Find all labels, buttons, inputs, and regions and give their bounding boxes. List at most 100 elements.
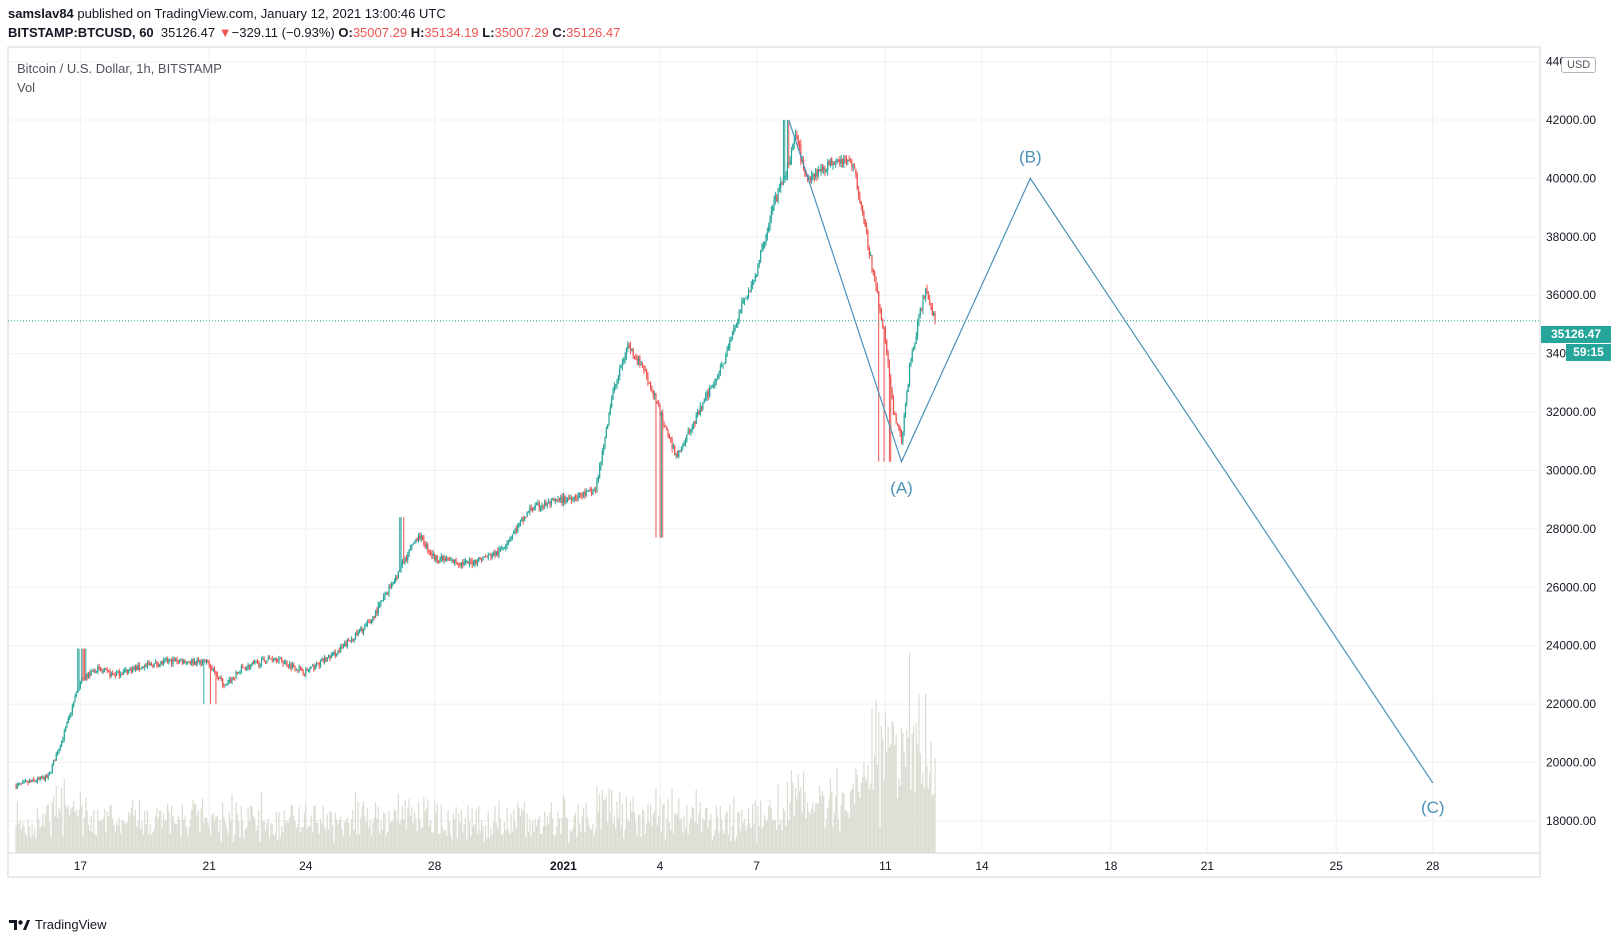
candle-body — [827, 161, 829, 171]
y-tick-label: 40000.00 — [1546, 171, 1596, 185]
volume-bar — [252, 815, 255, 853]
volume-bar — [105, 832, 107, 853]
volume-bar — [556, 826, 558, 853]
volume-bar — [883, 780, 885, 853]
candle-body — [256, 661, 259, 663]
currency-button[interactable]: USD — [1561, 57, 1597, 73]
volume-bar — [592, 823, 594, 853]
candle-body — [595, 490, 597, 492]
volume-bar — [264, 830, 267, 853]
volume-bar — [350, 819, 353, 853]
candle-body — [773, 199, 775, 208]
volume-bar — [239, 837, 241, 853]
volume-bar — [899, 785, 901, 853]
candle-body — [505, 545, 507, 548]
volume-bar — [482, 825, 484, 853]
volume-bar — [929, 772, 931, 853]
volume-bar — [747, 808, 750, 853]
candle-body — [541, 506, 543, 509]
volume-bar — [757, 806, 759, 853]
volume-bar — [345, 819, 347, 853]
volume-bar — [804, 792, 806, 853]
volume-bar — [27, 819, 29, 853]
volume-bar — [713, 835, 715, 853]
candle-body — [27, 781, 29, 783]
candle-body — [914, 343, 916, 347]
volume-bar — [364, 816, 366, 853]
volume-bar — [179, 820, 181, 853]
volume-bar — [181, 804, 183, 853]
volume-bar — [279, 836, 281, 853]
candle-body — [172, 658, 174, 665]
volume-bar — [65, 804, 67, 853]
candle-body — [756, 274, 758, 276]
volume-bar — [789, 802, 791, 853]
candle-body — [63, 731, 65, 739]
volume-bar — [341, 828, 343, 853]
x-tick-label: 4 — [657, 859, 664, 873]
volume-bar — [751, 804, 754, 853]
volume-bar — [903, 751, 905, 853]
candle-body — [329, 655, 331, 659]
volume-bar — [314, 806, 316, 853]
candle-body — [523, 516, 526, 521]
candle-body — [917, 321, 919, 336]
candle-body — [623, 359, 625, 362]
candle-body — [483, 556, 485, 558]
candle-body — [408, 549, 410, 555]
volume-bar — [576, 837, 578, 853]
volume-bar — [318, 833, 320, 853]
volume-bar — [42, 813, 44, 853]
candle-body — [365, 624, 367, 626]
candle-body — [911, 351, 913, 362]
candle-body — [443, 558, 445, 561]
candle-body — [870, 255, 872, 257]
volume-bar — [562, 795, 564, 853]
candle-body — [173, 658, 175, 661]
elliott-wave-line[interactable] — [788, 119, 1434, 784]
candle-body — [145, 665, 147, 667]
high-label: H: — [410, 25, 425, 40]
volume-bar — [220, 841, 222, 853]
candle-body — [79, 681, 81, 687]
volume-bar — [788, 820, 790, 853]
candle-body — [631, 348, 633, 351]
volume-bar — [501, 834, 503, 853]
candle-body — [766, 231, 768, 238]
candle-body — [747, 290, 750, 297]
candle-body — [439, 559, 441, 563]
tradingview-brand[interactable]: TradingView — [8, 917, 107, 932]
candle-body — [878, 291, 880, 307]
volume-bar — [515, 828, 518, 853]
candle-body — [156, 662, 158, 666]
tradingview-logo-icon — [9, 919, 30, 930]
candle-body — [761, 247, 763, 252]
volume-bar — [459, 822, 461, 853]
volume-bar — [739, 830, 742, 853]
candle-body — [650, 382, 652, 389]
volume-bar — [352, 810, 354, 853]
candle-body — [242, 666, 244, 668]
volume-bar — [209, 834, 212, 853]
volume-bar — [165, 819, 167, 853]
candle-body — [189, 662, 192, 664]
candle-body — [824, 168, 826, 171]
volume-bar — [494, 806, 496, 853]
volume-bar — [213, 822, 216, 853]
volume-bar — [468, 822, 471, 853]
close-label: C: — [552, 25, 567, 40]
candle-body — [203, 660, 205, 662]
candle-body — [853, 165, 856, 170]
candle-body — [195, 661, 197, 665]
candle-body — [197, 659, 200, 662]
candle-body — [503, 547, 505, 549]
volume-bar — [910, 790, 912, 853]
series-legend: Bitcoin / U.S. Dollar, 1h, BITSTAMP — [17, 61, 222, 76]
candle-body — [868, 248, 870, 256]
candle-body — [89, 673, 91, 676]
volume-bar — [460, 809, 463, 853]
candle-body — [340, 646, 342, 651]
candle-body — [812, 173, 814, 176]
volume-bar — [607, 823, 609, 853]
